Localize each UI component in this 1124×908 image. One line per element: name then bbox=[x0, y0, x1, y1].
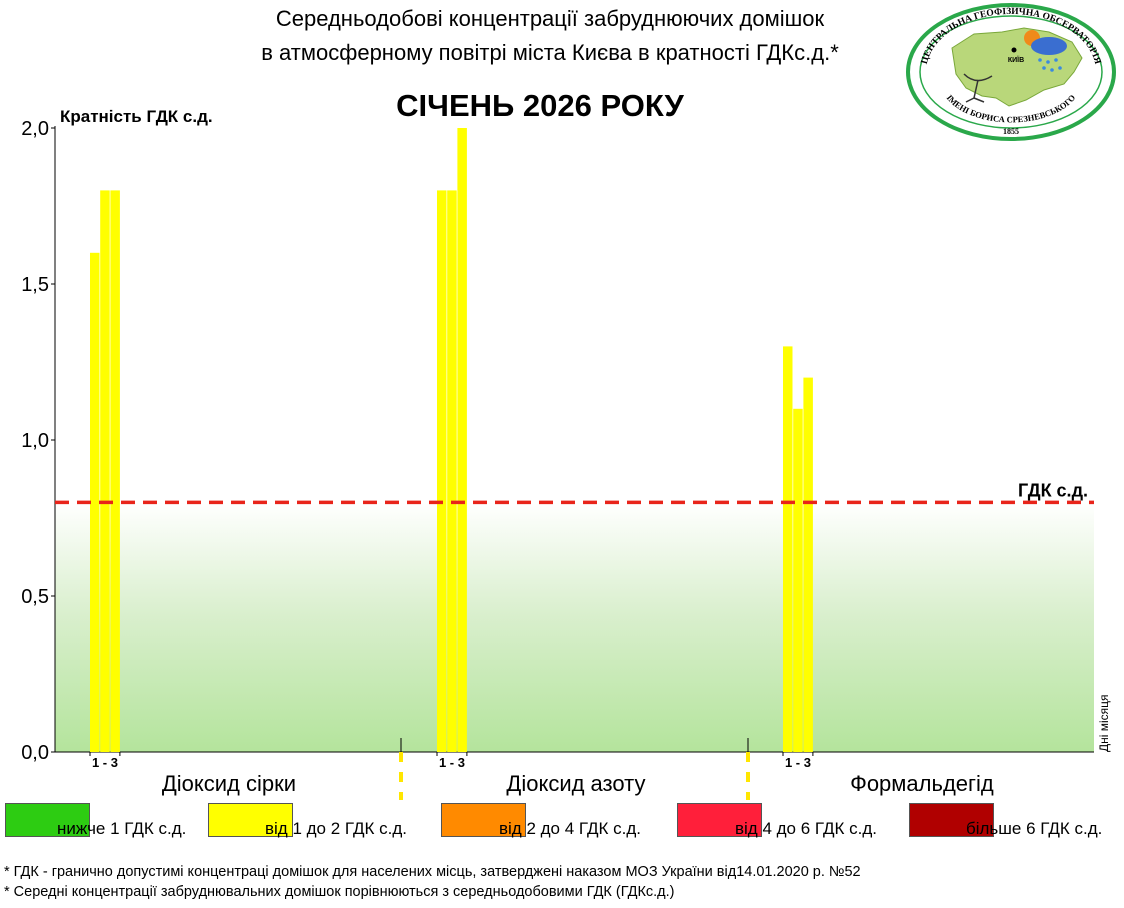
x-axis-label: Дні місяця bbox=[1097, 694, 1111, 752]
bar bbox=[110, 190, 120, 752]
pollutant-label: Діоксид сірки bbox=[162, 771, 296, 796]
radar-dish-icon bbox=[963, 73, 993, 103]
chart-title-line-1: Середньодобові концентрації забруднюючих… bbox=[275, 6, 825, 31]
y-tick-label: 2,0 bbox=[21, 118, 49, 140]
pollutant-label: Формальдегід bbox=[850, 771, 994, 796]
legend-label: більше 6 ГДК с.д. bbox=[966, 819, 1103, 838]
legend-swatch bbox=[5, 803, 90, 837]
legend-swatch bbox=[909, 803, 994, 837]
y-tick-label: 1,0 bbox=[21, 430, 49, 452]
legend-label: від 4 до 6 ГДК с.д. bbox=[735, 819, 877, 838]
chart-title-line-2: в атмосферному повітрі міста Києва в кра… bbox=[261, 40, 839, 65]
day-range-label: 1 - 3 bbox=[439, 755, 465, 770]
bar-chart: 0,0 0,5 1,0 1,5 2,0 1 - 3 Діоксид сірки 1 - 3 Д… bbox=[21, 107, 1111, 800]
bar bbox=[793, 408, 803, 752]
bar bbox=[457, 128, 467, 752]
legend-swatch bbox=[208, 803, 293, 837]
legend-label: від 2 до 4 ГДК с.д. bbox=[499, 819, 641, 838]
footnote-2: * Середні концентрації забруднювальних д… bbox=[4, 884, 675, 900]
legend-swatch bbox=[677, 803, 762, 837]
y-tick-label: 0,0 bbox=[21, 742, 49, 764]
y-tick-label: 1,5 bbox=[21, 274, 49, 296]
logo-city-label: КИЇВ bbox=[1008, 56, 1024, 64]
bar bbox=[783, 346, 793, 752]
below-limit-zone bbox=[55, 502, 1094, 752]
legend-label: від 1 до 2 ГДК с.д. bbox=[265, 819, 407, 838]
day-range-label: 1 - 3 bbox=[785, 755, 811, 770]
period-heading: СІЧЕНЬ 2026 РОКУ bbox=[396, 88, 684, 123]
legend-label: нижче 1 ГДК с.д. bbox=[57, 819, 187, 838]
bar bbox=[90, 252, 100, 753]
bar bbox=[803, 377, 813, 752]
bar bbox=[437, 190, 447, 752]
y-axis-label: Кратність ГДК с.д. bbox=[60, 107, 213, 126]
cloud-icon bbox=[1031, 37, 1067, 55]
threshold-label: ГДК с.д. bbox=[1018, 480, 1088, 500]
pollutant-label: Діоксид азоту bbox=[506, 771, 645, 796]
footnote-1: * ГДК - гранично допустимі концентраці д… bbox=[4, 864, 861, 880]
logo-year: 1855 bbox=[1003, 127, 1019, 136]
day-range-label: 1 - 3 bbox=[92, 755, 118, 770]
bar bbox=[100, 190, 110, 752]
observatory-logo: ЦЕНТРАЛЬНА ГЕОФІЗИЧНА ОБСЕРВАТОРІЯ ІМЕНІ… bbox=[906, 3, 1116, 141]
bar bbox=[447, 190, 457, 752]
rain-icon bbox=[1038, 58, 1062, 72]
y-tick-label: 0,5 bbox=[21, 586, 49, 608]
legend-swatch bbox=[441, 803, 526, 837]
